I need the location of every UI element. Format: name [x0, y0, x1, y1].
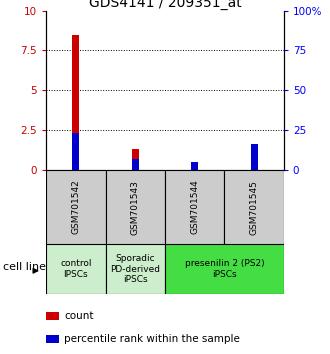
Text: percentile rank within the sample: percentile rank within the sample	[64, 334, 240, 344]
Text: GSM701543: GSM701543	[131, 179, 140, 235]
Bar	[191, 162, 198, 170]
Bar	[106, 170, 165, 244]
Bar	[132, 159, 139, 170]
Text: Sporadic
PD-derived
iPSCs: Sporadic PD-derived iPSCs	[110, 254, 160, 284]
Bar	[46, 335, 59, 343]
Text: GSM701544: GSM701544	[190, 180, 199, 234]
Text: cell line: cell line	[3, 262, 46, 272]
Bar	[191, 162, 198, 170]
Bar	[46, 312, 59, 320]
Bar	[165, 244, 284, 294]
Bar	[250, 144, 258, 170]
Bar	[46, 170, 106, 244]
Bar	[165, 170, 224, 244]
Title: GDS4141 / 209351_at: GDS4141 / 209351_at	[89, 0, 241, 10]
Bar	[72, 133, 80, 170]
Bar	[72, 34, 80, 170]
Text: presenilin 2 (PS2)
iPSCs: presenilin 2 (PS2) iPSCs	[184, 259, 264, 279]
Text: GSM701545: GSM701545	[249, 179, 259, 235]
Bar	[224, 170, 284, 244]
Bar	[46, 244, 106, 294]
Text: control
IPSCs: control IPSCs	[60, 259, 92, 279]
Bar	[132, 149, 139, 170]
Bar	[106, 244, 165, 294]
Text: count: count	[64, 311, 93, 321]
Bar	[250, 146, 258, 170]
Text: GSM701542: GSM701542	[71, 180, 81, 234]
